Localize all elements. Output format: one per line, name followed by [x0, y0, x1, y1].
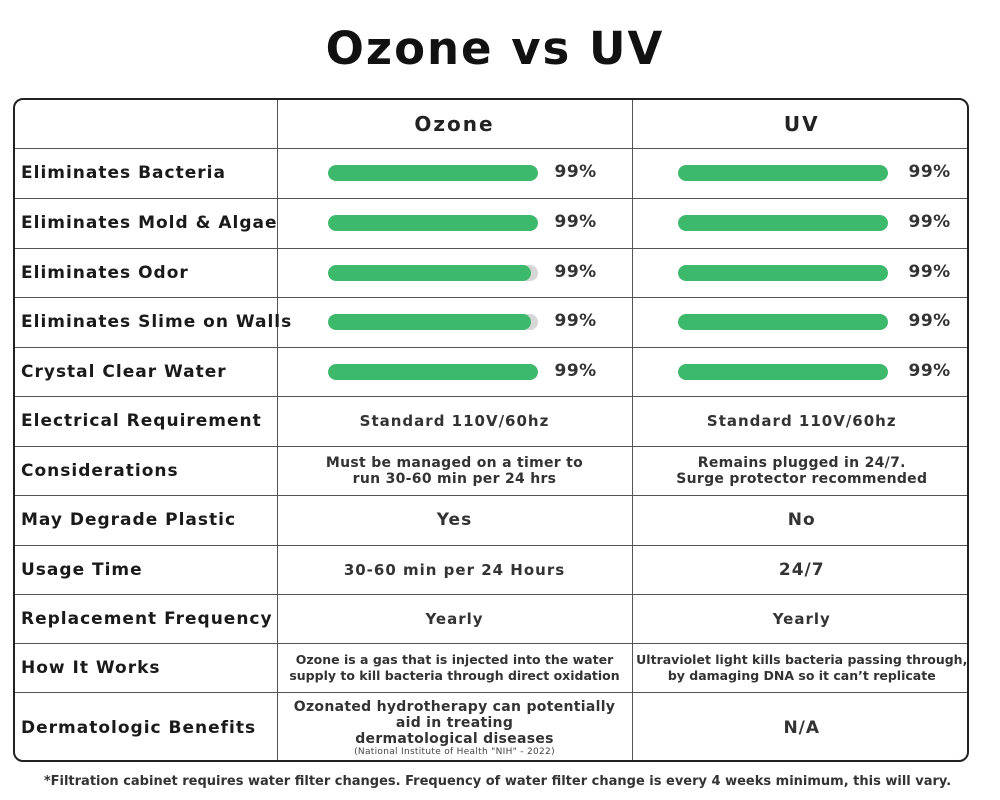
ozone-value-line: dermatological diseases: [355, 730, 554, 747]
uv-value: 24/7: [632, 545, 967, 595]
table-row: Eliminates Mold & Algae 99% 99%: [15, 198, 967, 249]
ozone-cell: 99%: [277, 248, 633, 298]
percent-value: 99%: [554, 261, 597, 282]
footnote: *Filtration cabinet requires water filte…: [43, 774, 952, 789]
ozone-cell: 99%: [277, 198, 633, 249]
percent-value: 99%: [554, 360, 597, 381]
comparison-table: Ozone UV Eliminates Bacteria 99% 99% Eli…: [13, 98, 969, 762]
percent-value: 99%: [554, 212, 597, 232]
progress-bar-fill: [677, 215, 888, 231]
page-title: Ozone vs UV: [325, 22, 665, 75]
percent-value: 99%: [908, 311, 951, 331]
row-label: Eliminates Bacteria: [15, 148, 278, 199]
progress-bar: [327, 314, 538, 330]
source-citation: (National Institute of Health "NIH" - 20…: [354, 746, 555, 757]
row-label: How It Works: [15, 643, 278, 693]
ozone-value: 30-60 min per 24 Hours: [277, 545, 633, 595]
ozone-cell: 99%: [277, 148, 633, 199]
progress-bar-fill: [327, 165, 538, 181]
table-row: Eliminates Bacteria 99% 99%: [15, 148, 967, 199]
table-row: Crystal Clear Water 99% 99%: [15, 347, 967, 397]
row-label: Crystal Clear Water: [15, 347, 278, 397]
ozone-value-line: supply to kill bacteria through direct o…: [289, 667, 620, 683]
ozone-value: Ozone is a gas that is injected into the…: [277, 643, 633, 693]
ozone-value-line: Ozonated hydrotherapy can potentially: [293, 698, 616, 715]
uv-value-line: Remains plugged in 24/7.: [697, 454, 906, 471]
progress-bar-fill: [677, 264, 888, 281]
percent-value: 99%: [554, 162, 597, 182]
ozone-value: Must be managed on a timer to run 30-60 …: [277, 446, 633, 496]
progress-bar-fill: [677, 314, 888, 330]
progress-bar-fill: [677, 363, 888, 380]
table-row: Dermatologic Benefits Ozonated hydrother…: [15, 692, 967, 760]
progress-bar-fill: [327, 363, 538, 380]
progress-bar-fill: [677, 165, 888, 181]
row-label: Electrical Requirement: [15, 396, 278, 447]
row-label: Dermatologic Benefits: [15, 692, 278, 760]
table-row: Electrical Requirement Standard 110V/60h…: [15, 396, 967, 447]
percent-value: 99%: [908, 212, 951, 232]
uv-value-line: Ultraviolet light kills bacteria passing…: [636, 651, 968, 667]
progress-bar: [677, 363, 888, 380]
progress-bar-fill: [327, 264, 532, 281]
uv-value: No: [632, 495, 967, 546]
progress-bar-fill: [327, 314, 532, 330]
percent-value: 99%: [554, 311, 597, 331]
row-label: Eliminates Mold & Algae: [15, 198, 278, 249]
ozone-value-line: run 30-60 min per 24 hrs: [352, 470, 557, 487]
row-label: Considerations: [15, 446, 278, 496]
progress-bar: [327, 264, 538, 281]
uv-cell: 99%: [632, 347, 967, 397]
uv-cell: 99%: [632, 198, 967, 249]
progress-bar: [677, 165, 888, 181]
progress-bar: [677, 215, 888, 231]
row-label: May Degrade Plastic: [15, 495, 278, 546]
percent-value: 99%: [908, 360, 951, 381]
table-row: Considerations Must be managed on a time…: [15, 446, 967, 496]
table-row: How It Works Ozone is a gas that is inje…: [15, 643, 968, 693]
uv-cell: 99%: [632, 248, 967, 298]
uv-value: Remains plugged in 24/7. Surge protector…: [632, 446, 967, 496]
table-row: Usage Time 30-60 min per 24 Hours 24/7: [15, 545, 967, 595]
header-empty-cell: [15, 100, 278, 149]
ozone-value-line: Must be managed on a timer to: [325, 454, 584, 471]
uv-cell: 99%: [632, 148, 967, 199]
progress-bar: [677, 314, 888, 330]
column-header-ozone: Ozone: [277, 100, 633, 149]
row-label: Eliminates Odor: [15, 248, 278, 298]
ozone-cell: 99%: [277, 297, 633, 348]
uv-value: Standard 110V/60hz: [632, 396, 967, 447]
progress-bar: [677, 264, 888, 281]
table-row: Eliminates Slime on Walls 99% 99%: [15, 297, 967, 348]
column-header-uv: UV: [632, 100, 967, 149]
percent-value: 99%: [908, 162, 951, 182]
table-row: Eliminates Odor 99% 99%: [15, 248, 967, 298]
row-label: Eliminates Slime on Walls: [15, 297, 291, 348]
percent-value: 99%: [908, 261, 951, 282]
progress-bar-fill: [327, 215, 538, 231]
row-label: Replacement Frequency: [15, 594, 278, 644]
uv-value-line: Surge protector recommended: [676, 470, 928, 487]
uv-value: Yearly: [632, 594, 967, 644]
ozone-cell: 99%: [277, 347, 633, 397]
row-label: Usage Time: [15, 545, 278, 595]
header-row: Ozone UV: [15, 100, 967, 149]
table-row: Replacement Frequency Yearly Yearly: [15, 594, 967, 644]
ozone-value: Ozonated hydrotherapy can potentially ai…: [277, 692, 633, 760]
uv-value: N/A: [783, 718, 821, 739]
uv-value: Ultraviolet light kills bacteria passing…: [632, 643, 968, 693]
table-row: May Degrade Plastic Yes No: [15, 495, 967, 546]
ozone-value-line: aid in treating: [395, 714, 514, 731]
ozone-value: Yearly: [277, 594, 633, 644]
uv-cell: 99%: [632, 297, 967, 348]
ozone-value: Yes: [277, 495, 633, 546]
ozone-value-line: Ozone is a gas that is injected into the…: [295, 651, 614, 667]
uv-value-line: by damaging DNA so it can’t replicate: [667, 667, 936, 683]
ozone-value: Standard 110V/60hz: [277, 396, 633, 447]
progress-bar: [327, 215, 538, 231]
progress-bar: [327, 165, 538, 181]
progress-bar: [327, 363, 538, 380]
